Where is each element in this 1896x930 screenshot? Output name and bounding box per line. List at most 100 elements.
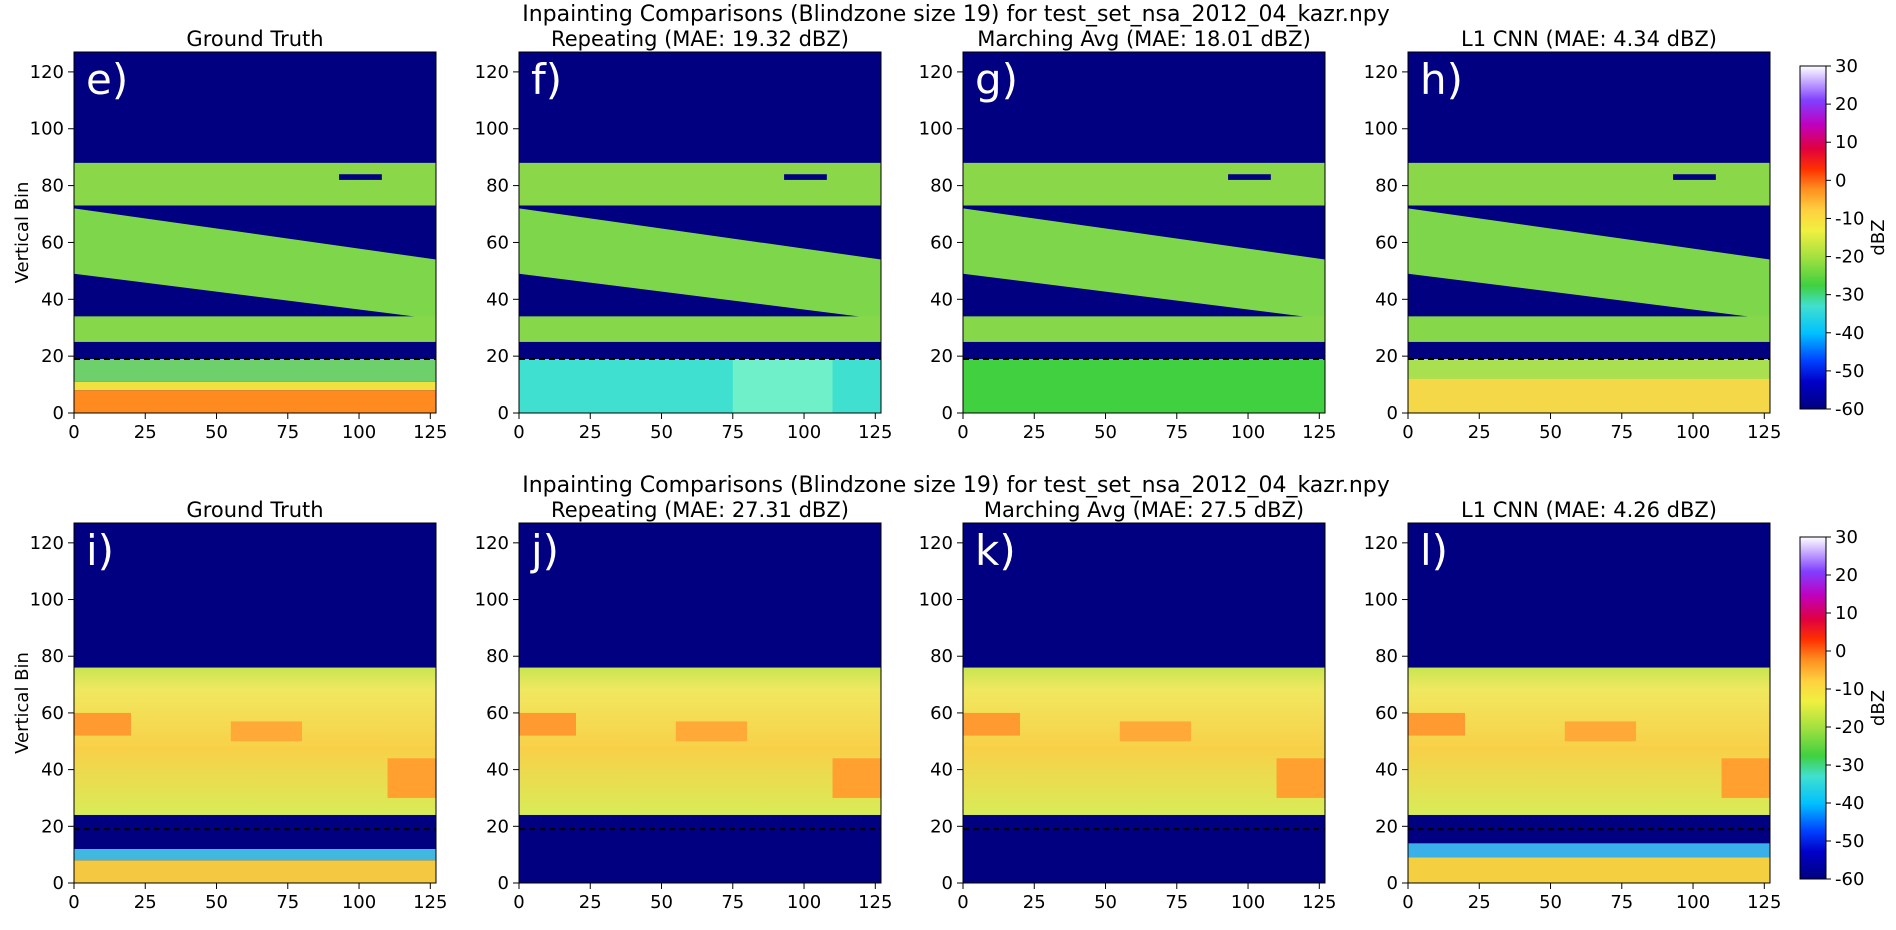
- panel-title: Marching Avg (MAE: 18.01 dBZ): [977, 27, 1311, 51]
- panel-l: l) L1 CNN (MAE: 4.26 dBZ) 0 25 50 75 100 125 0 20…: [1364, 498, 1782, 913]
- x-tick-label: 0: [68, 892, 79, 913]
- x-tick-label: 0: [957, 892, 968, 913]
- y-tick-label: 60: [1375, 232, 1398, 253]
- heatmap-cells: [74, 162, 436, 413]
- heatmap-cells: [963, 162, 1325, 413]
- figure-row-1: Inpainting Comparisons (Blindzone size 1…: [12, 2, 1889, 443]
- y-tick-label: 60: [41, 232, 64, 253]
- echo-band-lower: [74, 381, 436, 391]
- y-tick-label: 20: [1375, 346, 1398, 367]
- x-tick-label: 75: [276, 892, 299, 913]
- x-tick-label: 0: [1402, 422, 1413, 443]
- echo-band-mid: [963, 316, 1325, 342]
- x-tick-label: 50: [1539, 892, 1562, 913]
- x-tick-label: 25: [579, 422, 602, 443]
- figure-row-2: Inpainting Comparisons (Blindzone size 1…: [12, 473, 1889, 913]
- echo-core: [230, 721, 303, 742]
- x-tick-label: 0: [1402, 892, 1413, 913]
- heatmap-cells: [1408, 667, 1770, 883]
- y-tick-label: 80: [41, 176, 64, 197]
- echo-band-sloped: [963, 208, 1325, 320]
- colorbar-tick-label: -50: [1835, 361, 1864, 382]
- colorbar: 30 20 10 0 -10 -20 -30 -40 -50 -60 dBZ: [1799, 56, 1889, 420]
- x-tick-label: 75: [276, 422, 299, 443]
- panel-letter: h): [1420, 55, 1463, 104]
- y-tick-label: 40: [486, 289, 509, 310]
- heatmap-cells: [74, 667, 436, 883]
- x-tick-label: 100: [1676, 422, 1710, 443]
- panel-letter: l): [1420, 526, 1448, 575]
- blindzone-fill: [1408, 378, 1770, 413]
- colorbar-tick-label: -10: [1835, 679, 1864, 700]
- x-tick-label: 75: [1610, 422, 1633, 443]
- y-tick-label: 20: [41, 816, 64, 837]
- y-tick-label: 100: [30, 590, 64, 611]
- echo-band-surface: [74, 390, 436, 413]
- x-tick-label: 50: [1094, 892, 1117, 913]
- y-tick-label: 20: [1375, 816, 1398, 837]
- x-tick-label: 75: [721, 422, 744, 443]
- colorbar-tick-label: -40: [1835, 323, 1864, 344]
- echo-band-sloped: [519, 208, 881, 320]
- echo-core: [675, 721, 748, 742]
- y-tick-label: 80: [1375, 176, 1398, 197]
- panel-letter: f): [531, 55, 562, 104]
- x-tick-label: 75: [721, 892, 744, 913]
- suptitle: Inpainting Comparisons (Blindzone size 1…: [522, 473, 1390, 498]
- y-tick-label: 120: [1364, 533, 1398, 554]
- panel-e: e) Ground Truth 0 25 50 75 100 125 0 20 40 60 80 100 1…: [30, 27, 448, 443]
- blindzone-fill: [732, 358, 833, 413]
- x-tick-label: 75: [1610, 892, 1633, 913]
- colorbar: 30 20 10 0 -10 -20 -30 -40 -50 -60 dBZ: [1799, 527, 1889, 890]
- axes-frame: [73, 51, 437, 414]
- x-tick-label: 100: [1231, 892, 1265, 913]
- y-tick-label: 60: [930, 703, 953, 724]
- colorbar-tick-label: -30: [1835, 755, 1864, 776]
- heatmap-cells: [963, 667, 1325, 815]
- y-tick-label: 40: [1375, 760, 1398, 781]
- axes-frame: [1407, 522, 1771, 884]
- echo-core: [832, 758, 881, 798]
- y-tick-label: 20: [930, 816, 953, 837]
- x-tick-label: 25: [134, 892, 157, 913]
- y-tick-label: 0: [1387, 403, 1398, 424]
- x-tick-label: 100: [787, 892, 821, 913]
- colorbar-tick-label: -20: [1835, 247, 1864, 268]
- x-tick-label: 50: [1539, 422, 1562, 443]
- panel-j: j) Repeating (MAE: 27.31 dBZ) 0 25 50 75 100 12…: [475, 498, 893, 913]
- echo-gap: [1228, 174, 1271, 180]
- y-tick-label: 20: [930, 346, 953, 367]
- y-tick-label: 100: [30, 119, 64, 140]
- x-tick-label: 25: [1468, 892, 1491, 913]
- panel-letter: e): [86, 55, 128, 104]
- colorbar-gradient: [1799, 536, 1827, 880]
- echo-core: [519, 712, 577, 736]
- colorbar-tick-label: 20: [1835, 565, 1858, 586]
- y-tick-label: 100: [919, 119, 953, 140]
- x-tick-label: 25: [1023, 892, 1046, 913]
- echo-band-mid: [519, 316, 881, 342]
- y-tick-label: 100: [919, 590, 953, 611]
- colorbar-tick-label: 0: [1835, 170, 1846, 191]
- x-tick-label: 25: [1023, 422, 1046, 443]
- y-tick-label: 40: [930, 760, 953, 781]
- echo-core: [74, 712, 132, 736]
- echo-gap: [1673, 174, 1716, 180]
- y-tick-label: 80: [1375, 646, 1398, 667]
- y-tick-label: 60: [930, 232, 953, 253]
- y-tick-label: 80: [486, 646, 509, 667]
- x-tick-label: 125: [1747, 892, 1781, 913]
- y-axis-label: Vertical Bin: [12, 652, 33, 754]
- y-tick-label: 80: [930, 176, 953, 197]
- colorbar-tick-label: 0: [1835, 641, 1846, 662]
- heatmap-cells: [1408, 162, 1770, 413]
- echo-band-mid: [74, 316, 436, 342]
- y-tick-label: 100: [475, 590, 509, 611]
- x-tick-label: 100: [787, 422, 821, 443]
- colorbar-tick-label: -30: [1835, 285, 1864, 306]
- axes-frame: [962, 51, 1326, 414]
- panel-letter: g): [975, 55, 1018, 104]
- panel-title: Ground Truth: [186, 498, 323, 522]
- y-tick-label: 120: [475, 533, 509, 554]
